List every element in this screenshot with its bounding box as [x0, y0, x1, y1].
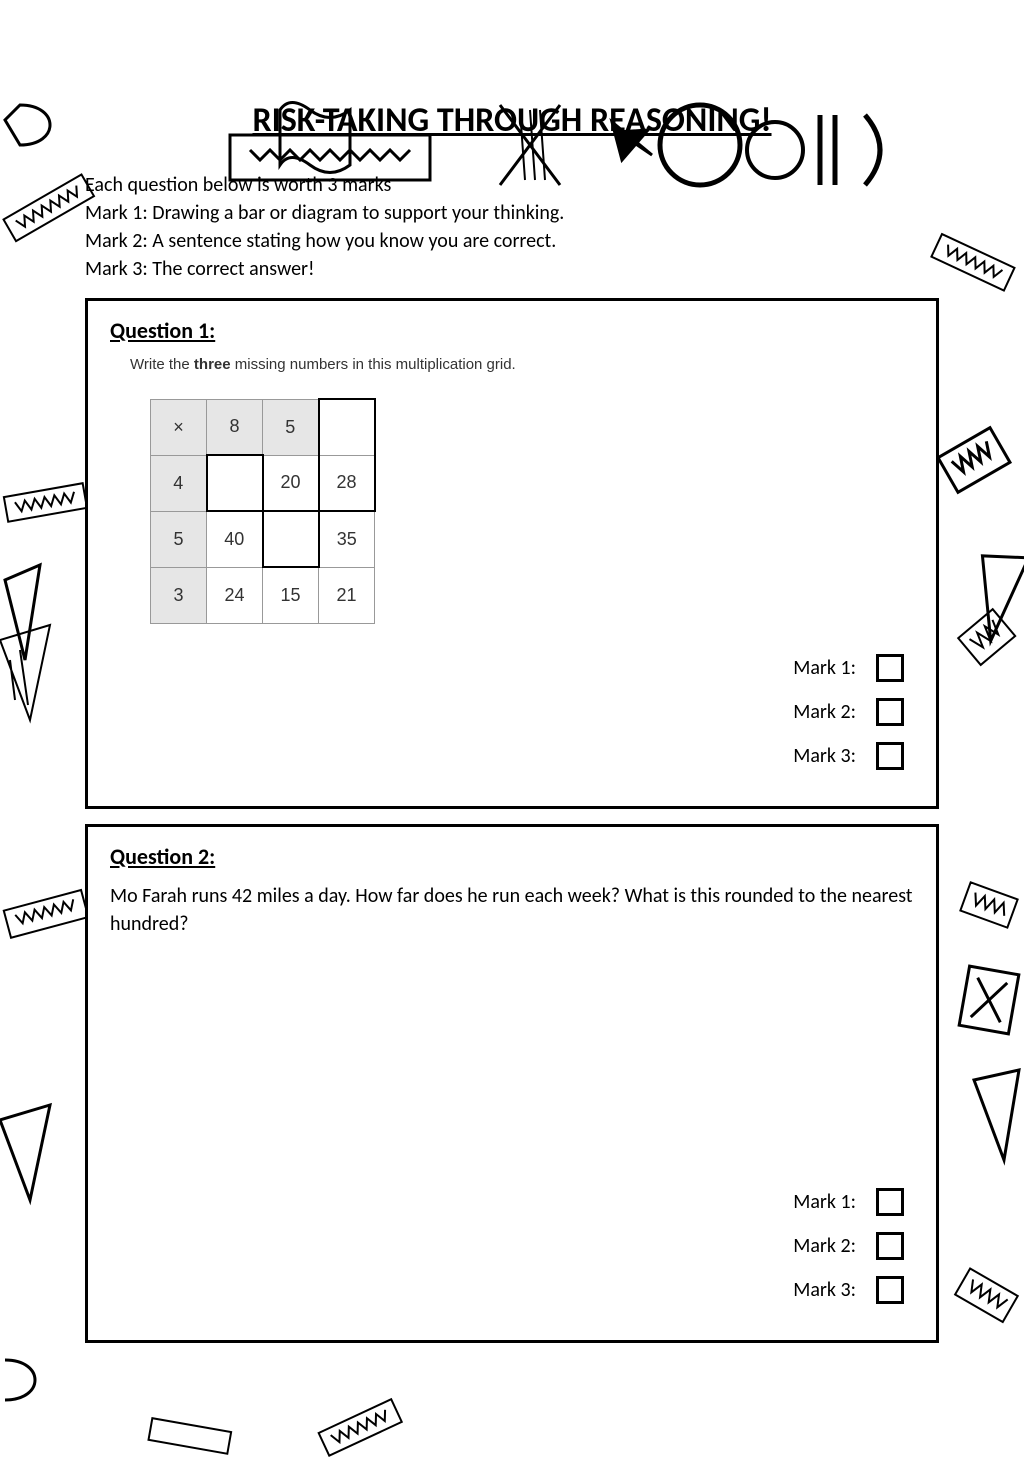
- grid-col-header: 8: [207, 399, 263, 455]
- mark-row: Mark 3:: [110, 742, 904, 770]
- grid-col-header: 5: [263, 399, 319, 455]
- intro-line: Mark 3: The correct answer!: [85, 255, 1024, 283]
- mark-checkbox[interactable]: [876, 1188, 904, 1216]
- mark-checkbox[interactable]: [876, 698, 904, 726]
- grid-row-label: 3: [151, 567, 207, 623]
- grid-cell: 24: [207, 567, 263, 623]
- mark-row: Mark 1:: [110, 654, 904, 682]
- instruction-text: missing numbers in this multiplication g…: [231, 356, 516, 373]
- question-1-marks: Mark 1: Mark 2: Mark 3:: [110, 654, 914, 770]
- mark-checkbox[interactable]: [876, 654, 904, 682]
- mark-row: Mark 2:: [110, 698, 904, 726]
- grid-header-symbol: ×: [151, 399, 207, 455]
- question-2-text: Mo Farah runs 42 miles a day. How far do…: [110, 882, 914, 938]
- mark-row: Mark 1:: [110, 1188, 904, 1216]
- mark-row: Mark 2:: [110, 1232, 904, 1260]
- mark-label: Mark 1:: [793, 656, 856, 680]
- grid-cell: 40: [207, 511, 263, 567]
- intro-line: Mark 2: A sentence stating how you know …: [85, 227, 1024, 255]
- mark-label: Mark 2:: [793, 1234, 856, 1258]
- mark-checkbox[interactable]: [876, 1232, 904, 1260]
- grid-cell: 28: [319, 455, 375, 511]
- grid-cell: 20: [263, 455, 319, 511]
- grid-row-label: 5: [151, 511, 207, 567]
- question-2-workspace[interactable]: [110, 938, 914, 1158]
- question-2-heading: Question 2:: [110, 843, 914, 870]
- grid-blank-cell[interactable]: [207, 455, 263, 511]
- grid-row-label: 4: [151, 455, 207, 511]
- mark-label: Mark 2:: [793, 700, 856, 724]
- instruction-bold: three: [194, 356, 231, 373]
- grid-cell: 35: [319, 511, 375, 567]
- question-2-box: Question 2: Mo Farah runs 42 miles a day…: [85, 824, 939, 1343]
- mark-row: Mark 3:: [110, 1276, 904, 1304]
- mark-checkbox[interactable]: [876, 742, 904, 770]
- mark-label: Mark 3:: [793, 744, 856, 768]
- question-1-instruction: Write the three missing numbers in this …: [130, 356, 914, 373]
- multiplication-grid: × 8 5 4 20 28 5 40 35 3 24 15 21: [150, 398, 376, 624]
- mark-label: Mark 1:: [793, 1190, 856, 1214]
- grid-blank-header[interactable]: [319, 399, 375, 455]
- mark-checkbox[interactable]: [876, 1276, 904, 1304]
- instruction-text: Write the: [130, 356, 194, 373]
- grid-blank-cell[interactable]: [263, 511, 319, 567]
- mark-label: Mark 3:: [793, 1278, 856, 1302]
- question-1-heading: Question 1:: [110, 317, 914, 344]
- grid-cell: 15: [263, 567, 319, 623]
- grid-cell: 21: [319, 567, 375, 623]
- question-2-marks: Mark 1: Mark 2: Mark 3:: [110, 1188, 914, 1304]
- question-1-box: Question 1: Write the three missing numb…: [85, 298, 939, 809]
